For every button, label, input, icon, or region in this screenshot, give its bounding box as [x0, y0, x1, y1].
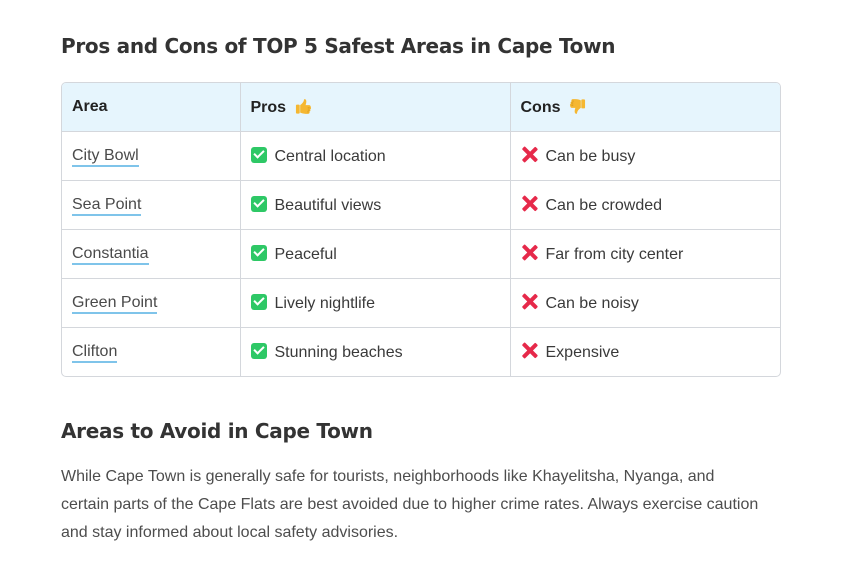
- area-link-city-bowl[interactable]: City Bowl: [72, 147, 139, 167]
- area-link-constantia[interactable]: Constantia: [72, 245, 149, 265]
- check-mark-icon: [250, 195, 267, 212]
- con-cell: Can be busy: [510, 131, 780, 181]
- cross-mark-icon: [521, 146, 538, 163]
- header-area: Area: [62, 83, 241, 132]
- table-header-row: Area Pros Cons: [62, 83, 780, 132]
- area-cell: Sea Point: [62, 180, 241, 230]
- pro-cell: Peaceful: [240, 229, 511, 279]
- check-mark-icon: [250, 244, 267, 261]
- header-cons: Cons: [510, 83, 780, 132]
- area-cell: Clifton: [62, 327, 241, 376]
- check-mark-icon: [250, 146, 267, 163]
- pros-cons-table: Area Pros Cons: [61, 82, 781, 377]
- section-heading-areas-to-avoid: Areas to Avoid in Cape Town: [61, 419, 373, 443]
- table-row: Constantia Peaceful Far from city center: [62, 229, 780, 279]
- cross-mark-icon: [521, 244, 538, 261]
- check-mark-icon: [250, 342, 267, 359]
- check-mark-icon: [250, 293, 267, 310]
- table-row: Sea Point Beautiful views Can be crowded: [62, 180, 780, 230]
- pro-cell: Stunning beaches: [240, 327, 511, 376]
- pro-cell: Central location: [240, 131, 511, 181]
- cross-mark-icon: [521, 342, 538, 359]
- area-link-green-point[interactable]: Green Point: [72, 294, 158, 314]
- pro-cell: Lively nightlife: [240, 278, 511, 328]
- thumbs-up-icon: [295, 98, 311, 114]
- area-link-clifton[interactable]: Clifton: [72, 343, 118, 363]
- table-row: Green Point Lively nightlife Can be nois…: [62, 278, 780, 328]
- area-cell: City Bowl: [62, 131, 241, 181]
- table-row: City Bowl Central location Can be busy: [62, 131, 780, 181]
- areas-to-avoid-paragraph: While Cape Town is generally safe for to…: [61, 468, 759, 541]
- area-cell: Constantia: [62, 229, 241, 279]
- con-cell: Far from city center: [510, 229, 780, 279]
- area-cell: Green Point: [62, 278, 241, 328]
- cross-mark-icon: [521, 195, 538, 212]
- pro-cell: Beautiful views: [240, 180, 511, 230]
- con-cell: Expensive: [510, 328, 780, 377]
- area-link-sea-point[interactable]: Sea Point: [72, 196, 142, 216]
- con-cell: Can be crowded: [510, 180, 780, 230]
- header-pros: Pros: [240, 83, 511, 132]
- table-row: Clifton Stunning beaches Expensive: [62, 327, 780, 377]
- cross-mark-icon: [521, 293, 538, 310]
- thumbs-down-icon: [569, 98, 586, 114]
- con-cell: Can be noisy: [510, 278, 780, 328]
- section-heading-pros-cons: Pros and Cons of TOP 5 Safest Areas in C…: [61, 34, 616, 58]
